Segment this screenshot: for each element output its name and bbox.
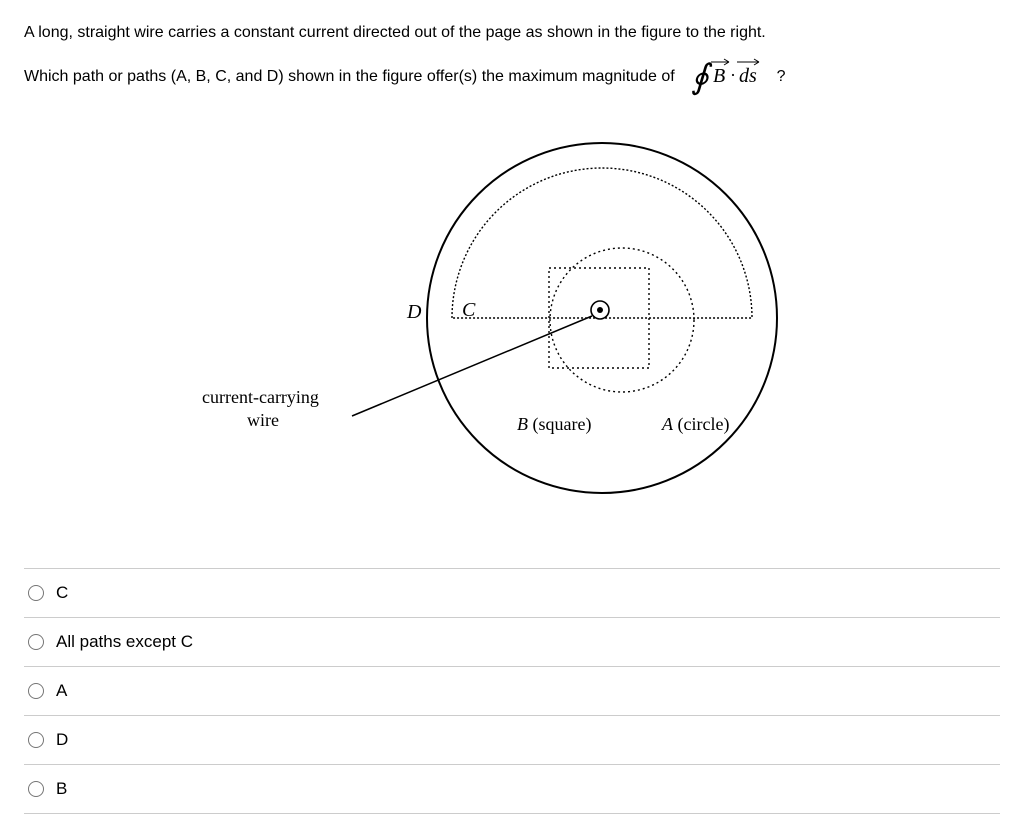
- option-radio[interactable]: [28, 732, 44, 748]
- option-radio[interactable]: [28, 634, 44, 650]
- option-label[interactable]: D: [56, 730, 68, 750]
- question-text: A long, straight wire carries a constant…: [24, 20, 1000, 98]
- option-row[interactable]: C: [24, 569, 1000, 618]
- option-row[interactable]: B: [24, 765, 1000, 814]
- svg-text:C: C: [462, 299, 476, 321]
- svg-text:current-carrying: current-carrying: [202, 387, 319, 407]
- svg-text:B (square): B (square): [517, 414, 591, 435]
- svg-text:∮: ∮: [691, 59, 713, 96]
- question-line-2: Which path or paths (A, B, C, and D) sho…: [24, 56, 1000, 98]
- question-line-1: A long, straight wire carries a constant…: [24, 20, 1000, 46]
- svg-text:·: ·: [730, 65, 736, 85]
- option-row[interactable]: D: [24, 716, 1000, 765]
- physics-figure: D C B (square) A (circle) current-carrying wi…: [202, 138, 822, 518]
- option-radio[interactable]: [28, 585, 44, 601]
- option-label[interactable]: C: [56, 583, 68, 603]
- svg-text:A (circle): A (circle): [661, 414, 729, 435]
- svg-text:ds: ds: [739, 65, 757, 87]
- option-row[interactable]: A: [24, 667, 1000, 716]
- option-radio[interactable]: [28, 781, 44, 797]
- question-line-2-prefix: Which path or paths (A, B, C, and D) sho…: [24, 64, 675, 90]
- figure-container: D C B (square) A (circle) current-carrying wi…: [24, 138, 1000, 518]
- question-line-2-suffix: ?: [777, 64, 786, 90]
- option-radio[interactable]: [28, 683, 44, 699]
- svg-text:D: D: [406, 301, 422, 323]
- option-row[interactable]: All paths except C: [24, 618, 1000, 667]
- integral-expression-icon: ∮ B · ds: [683, 56, 771, 98]
- options-list: C All paths except C A D B: [24, 568, 1000, 814]
- option-label[interactable]: B: [56, 779, 67, 799]
- svg-text:B: B: [713, 65, 725, 87]
- option-label[interactable]: A: [56, 681, 67, 701]
- option-label[interactable]: All paths except C: [56, 632, 193, 652]
- svg-text:wire: wire: [247, 410, 279, 430]
